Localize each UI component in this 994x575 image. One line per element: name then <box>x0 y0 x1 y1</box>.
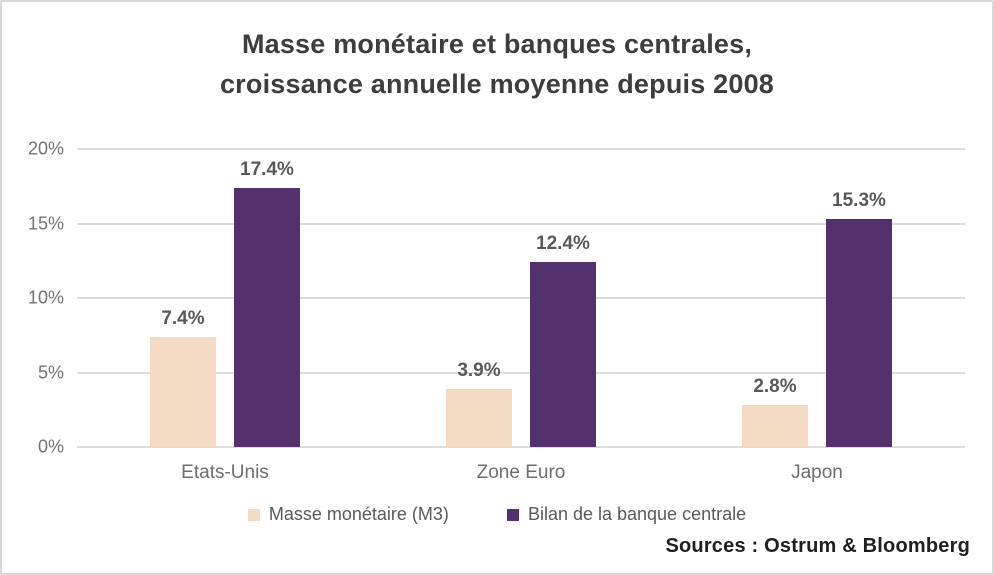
chart-title-line-1: Masse monétaire et banques centrales, <box>241 29 753 59</box>
bar-masse-monétaire-m3-japon <box>741 405 808 447</box>
legend-entry-masse-monétaire-m3: Masse monétaire (M3) <box>247 504 449 525</box>
legend-entry-bilan-de-la-banque-centrale: Bilan de la banque centrale <box>506 504 747 525</box>
legend-marker-icon <box>506 508 519 521</box>
chart-title-line-2: croissance annuelle moyenne depuis 2008 <box>219 69 775 99</box>
value-label-masse-monétaire-m3-etats-unis: 7.4% <box>161 307 205 329</box>
legend-label-masse-monétaire-m3: Masse monétaire (M3) <box>268 504 449 524</box>
value-label-masse-monétaire-m3-japon: 2.8% <box>753 376 797 398</box>
y-tick-label-0%: 0% <box>37 436 64 457</box>
category-label-zone-euro: Zone Euro <box>476 462 566 483</box>
gridline-5% <box>77 371 965 374</box>
bar-holder-masse-monétaire-m3-etats-unis: 7.4% <box>149 308 216 447</box>
source-credit: Sources : Ostrum & Bloomberg <box>665 535 970 557</box>
bar-holder-bilan-de-la-banque-centrale-japon: 15.3% <box>825 190 892 447</box>
gridline-10% <box>77 297 965 299</box>
value-label-masse-monétaire-m3-zone-euro: 3.9% <box>457 359 501 381</box>
category-label-etats-unis: Etats-Unis <box>181 462 269 483</box>
bar-masse-monétaire-m3-etats-unis <box>149 336 216 447</box>
legend-marker-icon <box>247 508 260 521</box>
bar-bilan-de-la-banque-centrale-zone-euro <box>529 262 596 447</box>
bar-holder-bilan-de-la-banque-centrale-zone-euro: 12.4% <box>529 233 596 447</box>
value-label-bilan-de-la-banque-centrale-zone-euro: 12.4% <box>536 233 590 255</box>
bar-holder-masse-monétaire-m3-japon: 2.8% <box>741 376 808 447</box>
bar-group-zone-euro: 3.9% 12.4% <box>373 149 669 447</box>
y-tick-label-15%: 15% <box>27 213 64 233</box>
x-axis-labels: Etats-Unis Zone Euro Japon <box>77 462 965 484</box>
value-label-bilan-de-la-banque-centrale-japon: 15.3% <box>832 190 886 212</box>
bar-bilan-de-la-banque-centrale-japon <box>825 219 892 447</box>
gridline-20% <box>77 148 965 150</box>
y-tick-label-10%: 10% <box>27 287 64 308</box>
legend-label-bilan-de-la-banque-centrale: Bilan de la banque centrale <box>527 504 747 524</box>
y-tick-label-20%: 20% <box>27 138 64 159</box>
gridline-15% <box>77 222 965 225</box>
bar-holder-masse-monétaire-m3-zone-euro: 3.9% <box>445 360 512 447</box>
bar-bilan-de-la-banque-centrale-etats-unis <box>233 187 300 447</box>
plot-area: 7.4% 17.4% 3.9% 12.4% 2.8% 15.3% <box>77 148 965 448</box>
value-label-bilan-de-la-banque-centrale-etats-unis: 17.4% <box>240 158 294 180</box>
bar-holder-bilan-de-la-banque-centrale-etats-unis: 17.4% <box>233 159 300 447</box>
y-axis: 0% 5% 10% 15% 20% <box>2 139 64 457</box>
y-tick-label-5%: 5% <box>37 362 64 382</box>
bar-group-etats-unis: 7.4% 17.4% <box>77 149 373 447</box>
gridline-0% <box>77 446 965 448</box>
category-label-japon: Japon <box>791 462 843 483</box>
bar-masse-monétaire-m3-zone-euro <box>445 388 512 447</box>
chart-title: Masse monétaire et banques centrales, cr… <box>2 24 992 104</box>
legend: Masse monétaire (M3) Bilan de la banque c… <box>2 504 992 525</box>
bar-group-japon: 2.8% 15.3% <box>669 149 965 447</box>
